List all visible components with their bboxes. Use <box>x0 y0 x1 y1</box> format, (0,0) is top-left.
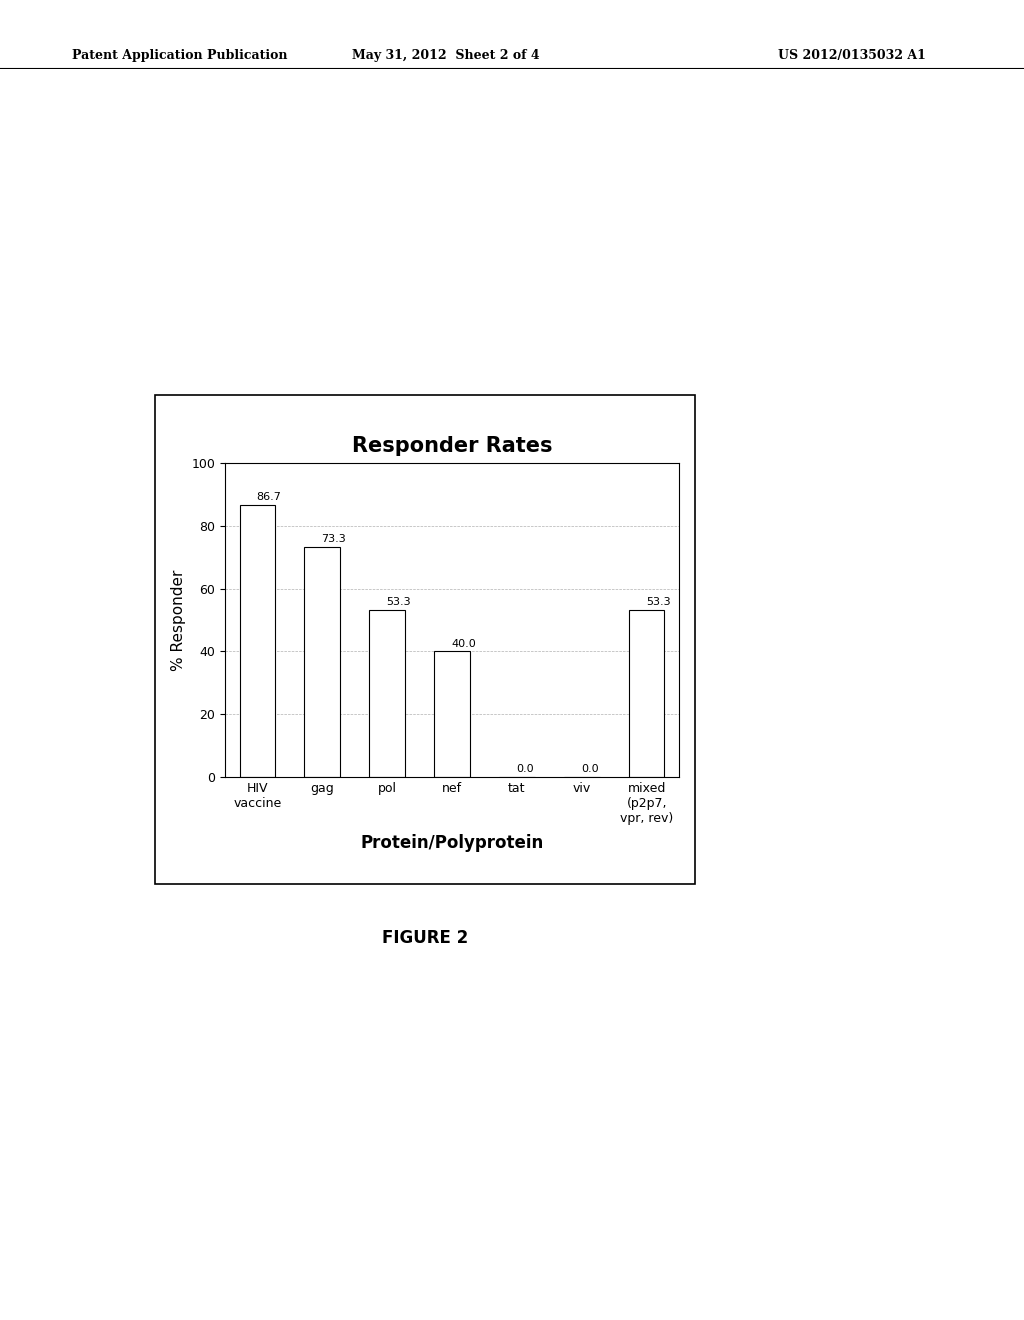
Text: 40.0: 40.0 <box>452 639 476 649</box>
Text: 53.3: 53.3 <box>386 597 411 607</box>
Text: 53.3: 53.3 <box>646 597 671 607</box>
Title: Responder Rates: Responder Rates <box>351 436 552 457</box>
Y-axis label: % Responder: % Responder <box>171 569 185 671</box>
Bar <box>304 546 340 776</box>
Bar <box>629 610 665 776</box>
Text: 73.3: 73.3 <box>322 535 346 544</box>
Text: Patent Application Publication: Patent Application Publication <box>72 49 287 62</box>
X-axis label: Protein/Polyprotein: Protein/Polyprotein <box>360 833 544 851</box>
Text: US 2012/0135032 A1: US 2012/0135032 A1 <box>778 49 926 62</box>
Text: 86.7: 86.7 <box>257 492 282 503</box>
Bar <box>240 506 275 776</box>
Text: May 31, 2012  Sheet 2 of 4: May 31, 2012 Sheet 2 of 4 <box>351 49 540 62</box>
Bar <box>434 651 470 776</box>
Text: FIGURE 2: FIGURE 2 <box>382 929 468 948</box>
Bar <box>370 610 404 776</box>
Text: 0.0: 0.0 <box>516 764 534 774</box>
Text: 0.0: 0.0 <box>581 764 599 774</box>
